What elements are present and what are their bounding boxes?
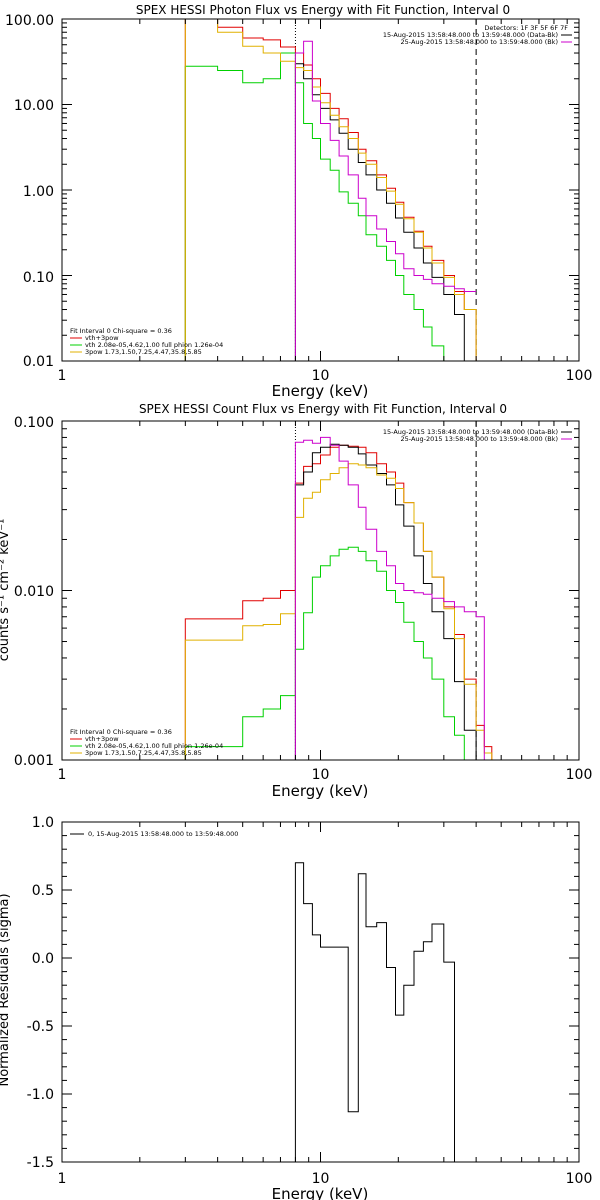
x-tick-label: 10 xyxy=(312,1171,330,1187)
y-tick-label: 100.00 xyxy=(5,13,54,29)
legend-entry: vth+3pow xyxy=(85,735,119,743)
x-tick-label: 10 xyxy=(312,767,330,783)
y-tick-label: -0.5 xyxy=(27,1019,54,1035)
legend-header: Fit Interval 0 Chi-square = 0.36 xyxy=(70,728,172,736)
x-tick-labels: 1 10 100 xyxy=(58,368,593,384)
plot-marks xyxy=(184,421,493,760)
y-axis-label: Normalized Residuals (sigma) xyxy=(0,893,12,1086)
plot-frame xyxy=(61,821,580,1163)
legend-entry-data: 15-Aug-2015 13:58:48.000 to 13:59:48.000… xyxy=(383,31,558,39)
y-tick-labels: 1.0 0.5 0.0 -0.5 -1.0 -1.5 xyxy=(27,815,54,1171)
panel-title: SPEX HESSI Count Flux vs Energy with Fit… xyxy=(139,402,507,416)
series-background xyxy=(294,436,485,760)
y-tick-label: 1.0 xyxy=(32,815,54,831)
y-tick-label: 0.0 xyxy=(32,951,54,967)
legend-entry: 3pow 1.73,1.50,7.25,4.47,35.8,5.85 xyxy=(85,749,202,757)
y-tick-labels: 0.001 0.010 0.100 xyxy=(14,415,54,769)
series-3pow xyxy=(184,18,477,361)
legend-entry-bk: 25-Aug-2015 13:58:48.000 to 13:59:48.000… xyxy=(401,435,558,443)
y-tick-label: 1.00 xyxy=(23,184,54,200)
y-tick-label: 0.5 xyxy=(32,883,54,899)
x-tick-label: 10 xyxy=(312,368,330,384)
plot-marks xyxy=(294,862,455,1162)
x-tick-label: 1 xyxy=(58,1171,67,1187)
series-residuals xyxy=(294,862,455,1162)
residuals-panel: 1 10 100 1.0 0.5 0.0 -0.5 -1.0 -1.5 Norm… xyxy=(0,815,592,1200)
detectors-label: Detectors: 1F 3F 5F 6F 7F xyxy=(484,24,568,32)
y-tick-label: -1.0 xyxy=(27,1087,54,1103)
x-tick-label: 100 xyxy=(566,767,593,783)
y-tick-labels: 0.01 0.10 1.00 10.00 100.00 xyxy=(5,13,54,370)
y-tick-label: 0.010 xyxy=(14,584,54,600)
axis-ticks xyxy=(61,18,580,362)
y-tick-label: 0.001 xyxy=(14,753,54,769)
legend-entry-data: 15-Aug-2015 13:58:48.000 to 13:59:48.000… xyxy=(383,428,558,436)
panel-title: SPEX HESSI Photon Flux vs Energy with Fi… xyxy=(136,3,510,17)
y-tick-label: -1.5 xyxy=(27,1155,54,1171)
x-tick-label: 1 xyxy=(58,767,67,783)
x-tick-label: 100 xyxy=(566,368,593,384)
y-tick-label: 10.00 xyxy=(14,98,54,114)
left-legend: Fit Interval 0 Chi-square = 0.36 vth+3po… xyxy=(70,327,223,356)
series-3pow xyxy=(184,463,493,760)
legend-header: Fit Interval 0 Chi-square = 0.36 xyxy=(70,327,172,335)
series-background xyxy=(294,40,477,361)
legend-entry: 0, 15-Aug-2015 13:58:48.000 to 13:59:48.… xyxy=(88,830,238,838)
x-tick-label: 100 xyxy=(566,1171,593,1187)
legend-entry: 3pow 1.73,1.50,7.25,4.47,35.8,5.85 xyxy=(85,348,202,356)
series-vth-3pow xyxy=(184,444,493,760)
plot-marks xyxy=(184,18,477,362)
legend-entry: vth+3pow xyxy=(85,334,119,342)
y-tick-label: 0.100 xyxy=(14,415,54,431)
count-flux-panel: SPEX HESSI Count Flux vs Energy with Fit… xyxy=(0,402,592,800)
legend-entry: vth 2.08e-05,4.62,1.00 full phion 1.26e-… xyxy=(85,742,223,750)
photon-flux-panel: SPEX HESSI Photon Flux vs Energy with Fi… xyxy=(5,3,592,400)
x-tick-label: 1 xyxy=(58,368,67,384)
x-tick-labels: 1 10 100 xyxy=(58,767,593,783)
series-vth xyxy=(184,546,465,760)
plot-frame xyxy=(61,420,580,761)
x-axis-label: Energy (keV) xyxy=(272,782,369,800)
legend-entry-bk: 25-Aug-2015 13:58:48.000 to 13:59:48.000… xyxy=(401,38,558,46)
x-tick-labels: 1 10 100 xyxy=(58,1171,593,1187)
y-axis-label: counts s⁻¹ cm⁻² keV⁻¹ xyxy=(0,519,12,662)
plot-frame xyxy=(61,18,580,362)
axis-ticks xyxy=(61,821,580,1163)
legend: 0, 15-Aug-2015 13:58:48.000 to 13:59:48.… xyxy=(70,830,238,838)
y-tick-label: 0.10 xyxy=(23,270,54,286)
series-data xyxy=(294,443,477,760)
x-axis-label: Energy (keV) xyxy=(272,382,369,400)
right-legend: 15-Aug-2015 13:58:48.000 to 13:59:48.000… xyxy=(383,428,572,443)
right-legend: Detectors: 1F 3F 5F 6F 7F 15-Aug-2015 13… xyxy=(383,24,572,46)
y-tick-label: 0.01 xyxy=(23,354,54,370)
legend-entry: vth 2.08e-05,4.62,1.00 full phion 1.26e-… xyxy=(85,341,223,349)
axis-ticks xyxy=(61,420,580,761)
x-axis-label: Energy (keV) xyxy=(272,1185,369,1200)
left-legend: Fit Interval 0 Chi-square = 0.36 vth+3po… xyxy=(70,728,223,757)
series-vth xyxy=(184,52,455,362)
